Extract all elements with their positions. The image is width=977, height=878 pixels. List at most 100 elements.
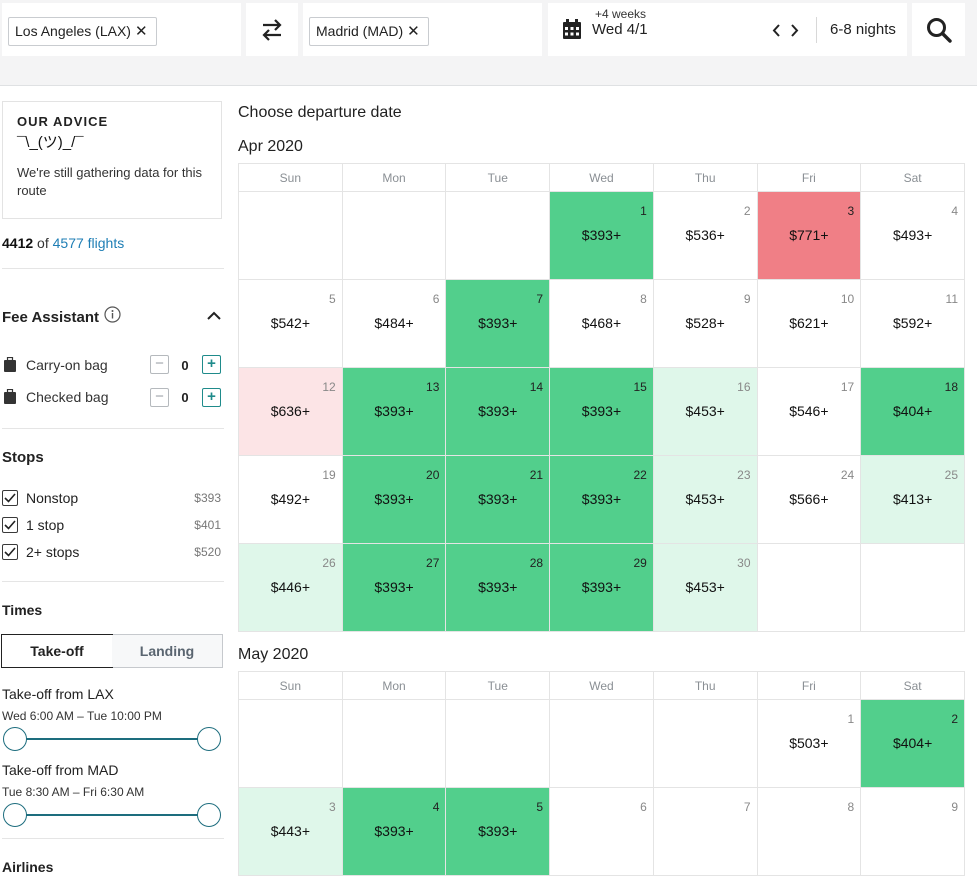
nonstop-price: $393 xyxy=(194,491,221,505)
calendar-day[interactable]: 6 $484+ xyxy=(341,279,447,368)
one-stop-price: $401 xyxy=(194,518,221,532)
day-price: $453+ xyxy=(685,491,725,507)
calendar-day[interactable]: 10 $621+ xyxy=(756,279,862,368)
day-price: $404+ xyxy=(892,735,933,751)
chevron-right-icon[interactable] xyxy=(790,24,799,37)
calendar-day[interactable]: 7 $393+ xyxy=(445,279,551,368)
slider-min-handle[interactable] xyxy=(3,727,27,751)
calendar-day[interactable]: 24 $566+ xyxy=(756,455,862,544)
tab-landing[interactable]: Landing xyxy=(112,635,222,667)
calendar-day[interactable]: 5 $542+ xyxy=(238,279,343,368)
info-icon[interactable] xyxy=(104,306,121,323)
calendar-day[interactable]: 19 $492+ xyxy=(238,455,343,544)
search-button[interactable] xyxy=(912,3,965,56)
day-number: 5 xyxy=(329,292,336,306)
calendar-day[interactable]: 23 $453+ xyxy=(652,455,758,544)
calendar-day[interactable]: 16 $453+ xyxy=(652,367,758,456)
weekday-header: Sat xyxy=(860,163,965,192)
chevron-left-icon[interactable] xyxy=(772,24,781,37)
fee-assistant-title[interactable]: Fee Assistant xyxy=(2,309,99,326)
take-off-mad-slider[interactable] xyxy=(3,802,221,828)
day-number: 5 xyxy=(536,800,544,814)
calendar-day[interactable]: 9 xyxy=(860,787,965,876)
one-stop-checkbox[interactable] xyxy=(2,517,18,533)
day-number: 6 xyxy=(432,292,440,306)
calendar-day[interactable]: 4 $393+ xyxy=(341,787,447,876)
checked-bag-count: 0 xyxy=(181,390,189,405)
calendar-day[interactable]: 18 $404+ xyxy=(860,367,965,456)
divider xyxy=(2,428,224,429)
calendar-day[interactable]: 2 $404+ xyxy=(860,699,965,788)
weekday-header: Sun xyxy=(238,163,343,192)
calendar-day[interactable]: 17 $546+ xyxy=(756,367,862,456)
slider-min-handle[interactable] xyxy=(3,803,27,827)
checked-bag-decrement-button[interactable]: − xyxy=(150,388,169,407)
slider-max-handle[interactable] xyxy=(197,727,221,751)
remove-destination-icon[interactable]: ✕ xyxy=(407,23,420,40)
calendar-day[interactable]: 22 $393+ xyxy=(549,455,654,544)
calendar-day[interactable]: 13 $393+ xyxy=(341,367,447,456)
swap-button[interactable] xyxy=(246,3,298,56)
calendar-day[interactable]: 2 $536+ xyxy=(652,191,758,280)
carry-on-increment-button[interactable]: + xyxy=(202,355,221,374)
calendar-day[interactable]: 9 $528+ xyxy=(652,279,758,368)
nonstop-checkbox[interactable] xyxy=(2,490,18,506)
calendar-day[interactable]: 30 $453+ xyxy=(652,543,758,632)
calendar-day[interactable]: 3 $771+ xyxy=(756,191,862,280)
calendar-day[interactable]: 1 $393+ xyxy=(549,191,654,280)
calendar-day[interactable]: 11 $592+ xyxy=(860,279,965,368)
calendar-day[interactable]: 28 $393+ xyxy=(445,543,551,632)
calendar-day[interactable]: 14 $393+ xyxy=(445,367,551,456)
calendar-day[interactable]: 5 $393+ xyxy=(445,787,551,876)
calendar-day[interactable]: 8 xyxy=(756,787,862,876)
calendar-day[interactable]: 4 $493+ xyxy=(860,191,965,280)
calendar-day[interactable]: 20 $393+ xyxy=(341,455,447,544)
take-off-lax-slider[interactable] xyxy=(3,726,221,752)
divider xyxy=(2,581,224,582)
carry-on-decrement-button[interactable]: − xyxy=(150,355,169,374)
calendar-icon xyxy=(563,19,581,39)
calendar-day[interactable]: 6 xyxy=(549,787,654,876)
results-total-link[interactable]: 4577 flights xyxy=(52,235,125,251)
day-number: 9 xyxy=(743,292,751,306)
calendar-day[interactable]: 26 $446+ xyxy=(238,543,343,632)
tab-take-off[interactable]: Take-off xyxy=(1,634,113,668)
destination-field[interactable]: Madrid (MAD) ✕ xyxy=(303,3,542,56)
chevron-up-icon[interactable] xyxy=(207,311,221,320)
one-stop-label[interactable]: 1 stop xyxy=(26,517,65,533)
calendar-day[interactable]: 21 $393+ xyxy=(445,455,551,544)
take-off-lax-range: Wed 6:00 AM – Tue 10:00 PM xyxy=(2,709,162,723)
day-number: 21 xyxy=(529,468,544,482)
calendar-day[interactable]: 3 $443+ xyxy=(238,787,343,876)
origin-field[interactable]: Los Angeles (LAX) ✕ xyxy=(2,3,241,56)
calendar-day[interactable]: 27 $393+ xyxy=(341,543,447,632)
day-price: $393+ xyxy=(581,227,622,243)
day-number: 17 xyxy=(840,380,855,394)
calendar-day[interactable]: 12 $636+ xyxy=(238,367,343,456)
calendar-day[interactable]: 1 $503+ xyxy=(756,699,862,788)
weekday-header: Sun xyxy=(238,671,343,700)
divider xyxy=(816,17,817,43)
month-title: May 2020 xyxy=(238,646,309,663)
nonstop-label[interactable]: Nonstop xyxy=(26,490,79,506)
day-number: 23 xyxy=(737,468,751,482)
two-plus-stops-checkbox[interactable] xyxy=(2,544,18,560)
calendar-empty-cell xyxy=(445,191,551,280)
calendar-day[interactable]: 25 $413+ xyxy=(860,455,965,544)
date-field[interactable]: +4 weeks Wed 4/1 6-8 nights xyxy=(548,3,907,56)
day-number: 13 xyxy=(426,380,440,394)
calendar-day[interactable]: 7 xyxy=(652,787,758,876)
remove-origin-icon[interactable]: ✕ xyxy=(134,23,148,40)
calendar-day[interactable]: 8 $468+ xyxy=(549,279,654,368)
checked-bag-increment-button[interactable]: + xyxy=(202,388,221,407)
calendar-april: Sun Mon Tue Wed Thu Fri Sat 1 $393+ 2 $536+ 3 $771+… xyxy=(238,163,965,632)
two-plus-stops-label[interactable]: 2+ stops xyxy=(26,544,80,560)
nights-selector[interactable]: 6-8 nights xyxy=(830,21,896,38)
calendar-day[interactable]: 29 $393+ xyxy=(549,543,654,632)
weekday-header: Sat xyxy=(860,671,965,700)
calendar-day[interactable]: 15 $393+ xyxy=(549,367,654,456)
slider-max-handle[interactable] xyxy=(197,803,221,827)
day-number: 19 xyxy=(322,468,336,482)
weekday-header: Mon xyxy=(341,671,447,700)
day-price: $393+ xyxy=(478,315,518,331)
